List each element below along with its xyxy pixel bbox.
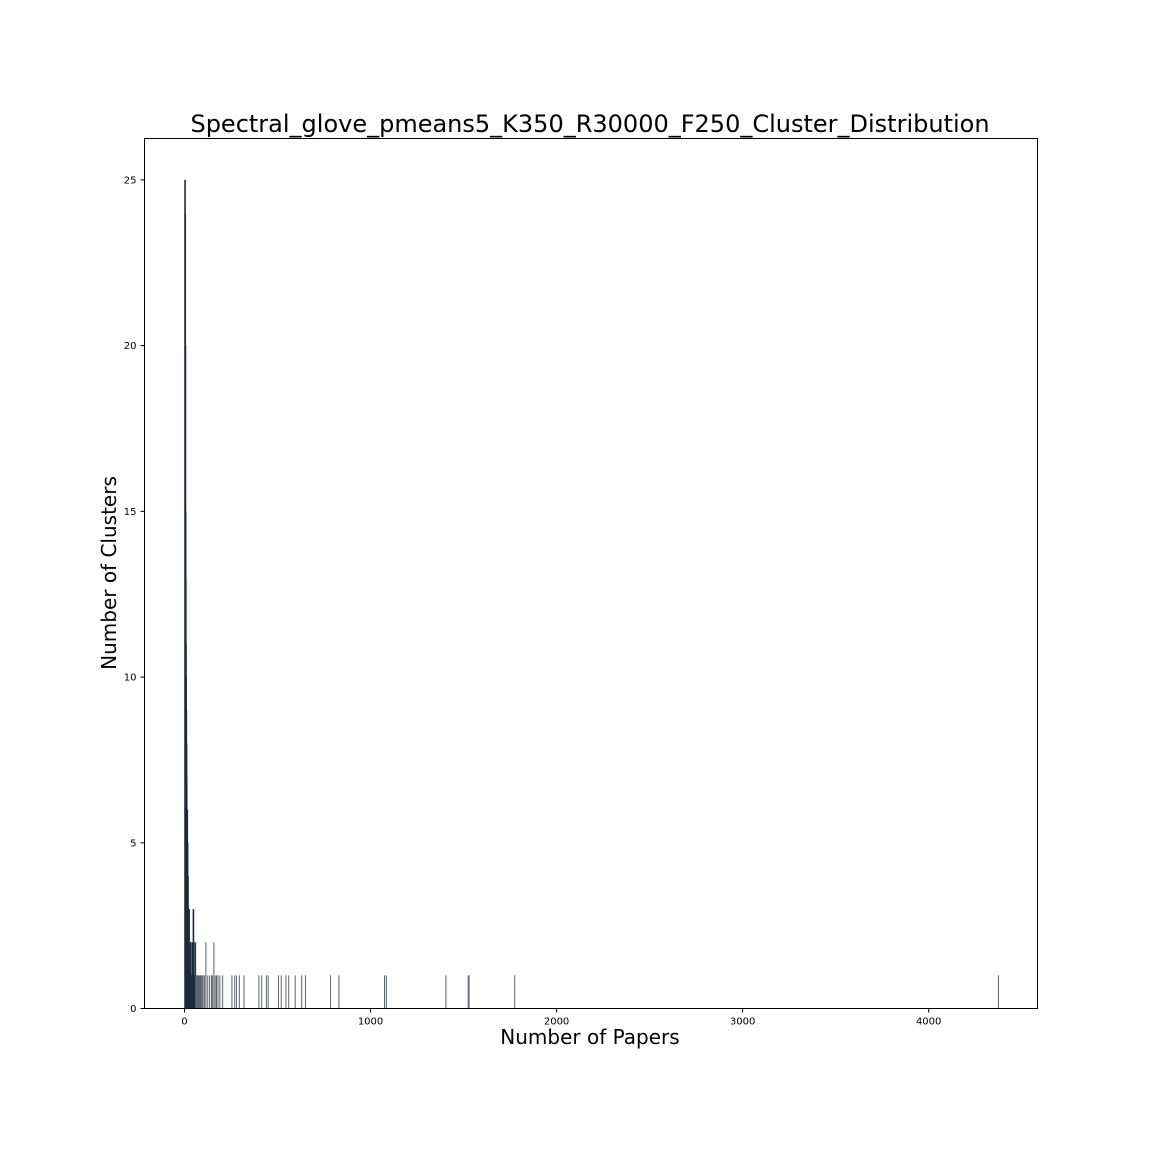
x-axis-label: Number of Papers [500,1025,679,1049]
y-tick-label: 15 [124,507,137,518]
y-axis-ticks: 0 5 10 15 20 25 [124,175,145,1015]
y-tick-label: 20 [124,341,137,352]
y-tick-label: 0 [130,1004,136,1015]
y-tick-label: 10 [124,673,137,684]
plot-frame [144,138,1038,1009]
y-tick-label: 25 [124,175,137,186]
x-axis-ticks: 0 1000 2000 3000 4000 [181,1008,941,1028]
chart-title: Spectral_glove_pmeans5_K350_R30000_F250_… [190,110,989,138]
x-tick-label: 4000 [916,1017,941,1028]
bars-group [184,179,999,1009]
y-axis-label: Number of Clusters [97,476,121,670]
x-tick-label: 1000 [358,1017,383,1028]
x-tick-label: 3000 [730,1017,755,1028]
x-tick-label: 0 [181,1017,187,1028]
y-tick-label: 5 [130,838,136,849]
x-tick-label: 2000 [544,1017,569,1028]
